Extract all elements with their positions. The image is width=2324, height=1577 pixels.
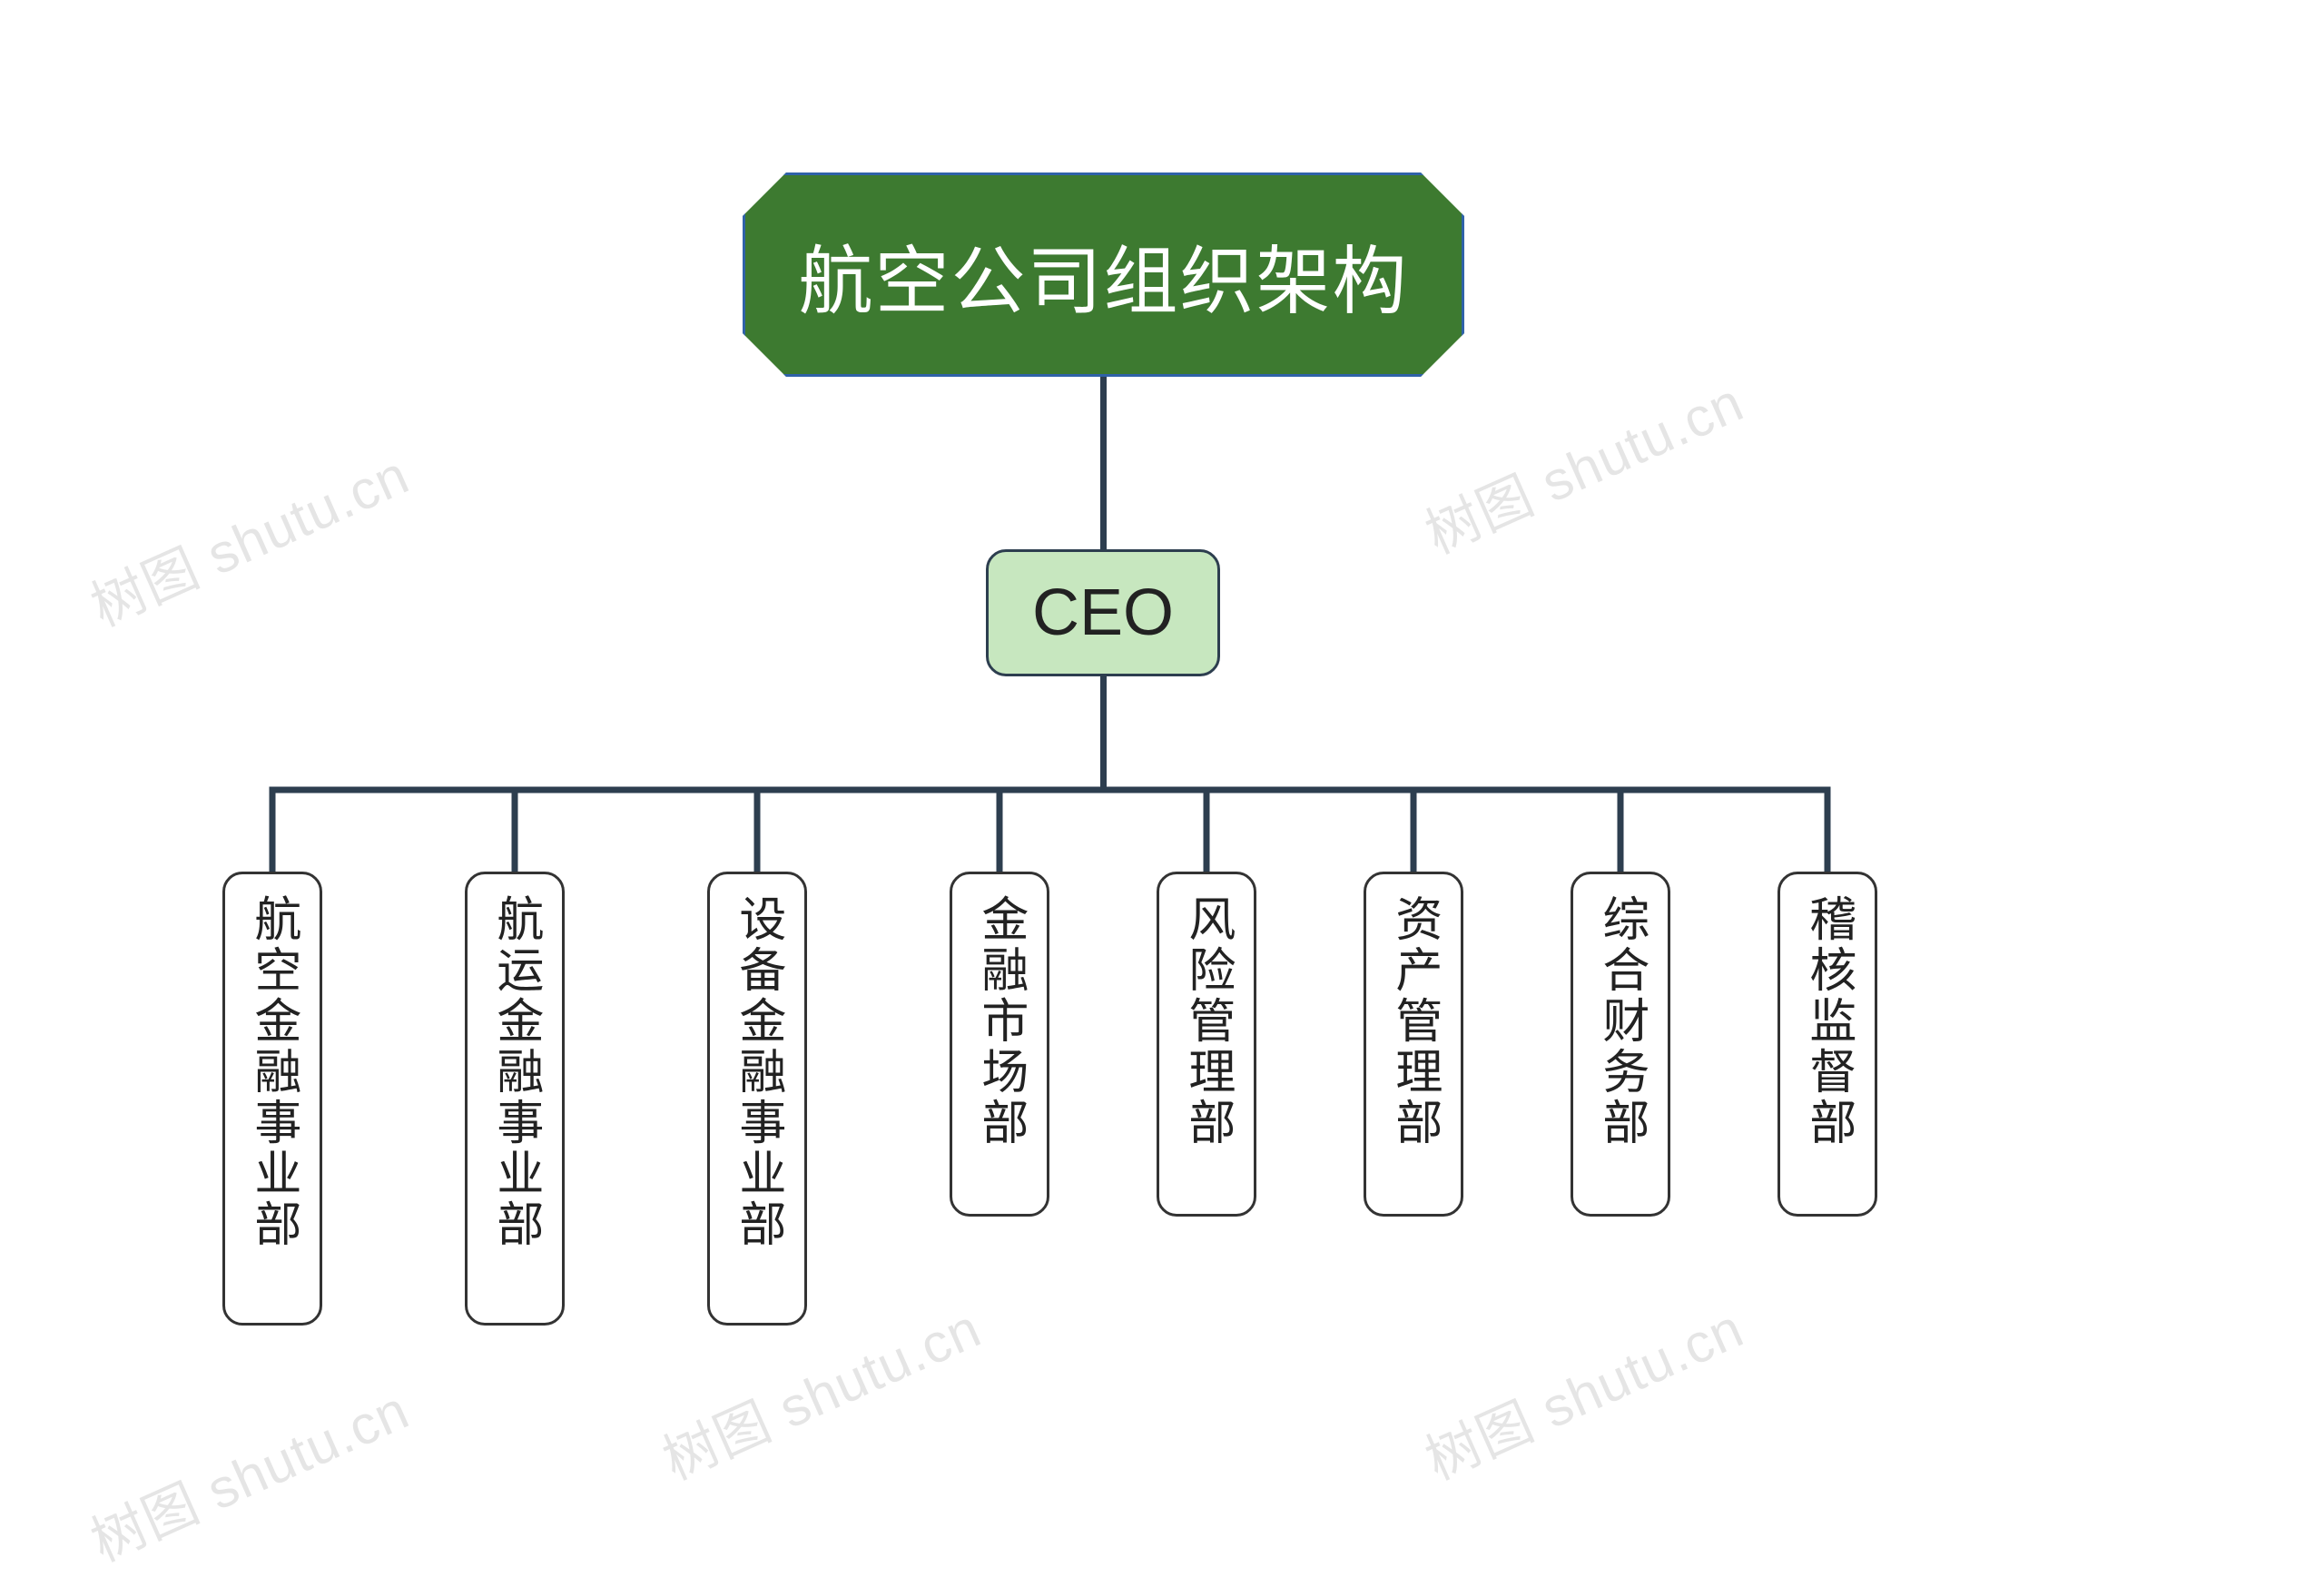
dept-label: 航运金融事业部: [487, 874, 542, 1250]
ceo-label: CEO: [1032, 576, 1174, 650]
dept-label: 综合财务部: [1593, 874, 1648, 1148]
dept-shipping-finance: 航运金融事业部: [465, 872, 565, 1326]
dept-label: 风险管理部: [1179, 874, 1234, 1148]
root-node: 航空公司组织架构: [743, 172, 1464, 377]
root-label: 航空公司组织架构: [798, 221, 1408, 329]
dept-audit: 稽核监督部: [1777, 872, 1877, 1217]
dept-label: 资产管理部: [1386, 874, 1441, 1148]
dept-label: 金融市场部: [972, 874, 1027, 1148]
dept-label: 稽核监督部: [1800, 874, 1855, 1148]
dept-general-finance: 综合财务部: [1571, 872, 1670, 1217]
ceo-node: CEO: [986, 549, 1220, 676]
dept-risk-mgmt: 风险管理部: [1157, 872, 1256, 1217]
dept-label: 航空金融事业部: [245, 874, 300, 1250]
dept-label: 设备金融事业部: [730, 874, 784, 1250]
dept-equipment-finance: 设备金融事业部: [707, 872, 807, 1326]
diagram-stage: 航空公司组织架构 CEO 航空金融事业部 航运金融事业部 设备金融事业部 金融市场部 风…: [0, 0, 2324, 1532]
dept-financial-markets: 金融市场部: [950, 872, 1049, 1217]
dept-aviation-finance: 航空金融事业部: [222, 872, 322, 1326]
dept-asset-mgmt: 资产管理部: [1364, 872, 1463, 1217]
